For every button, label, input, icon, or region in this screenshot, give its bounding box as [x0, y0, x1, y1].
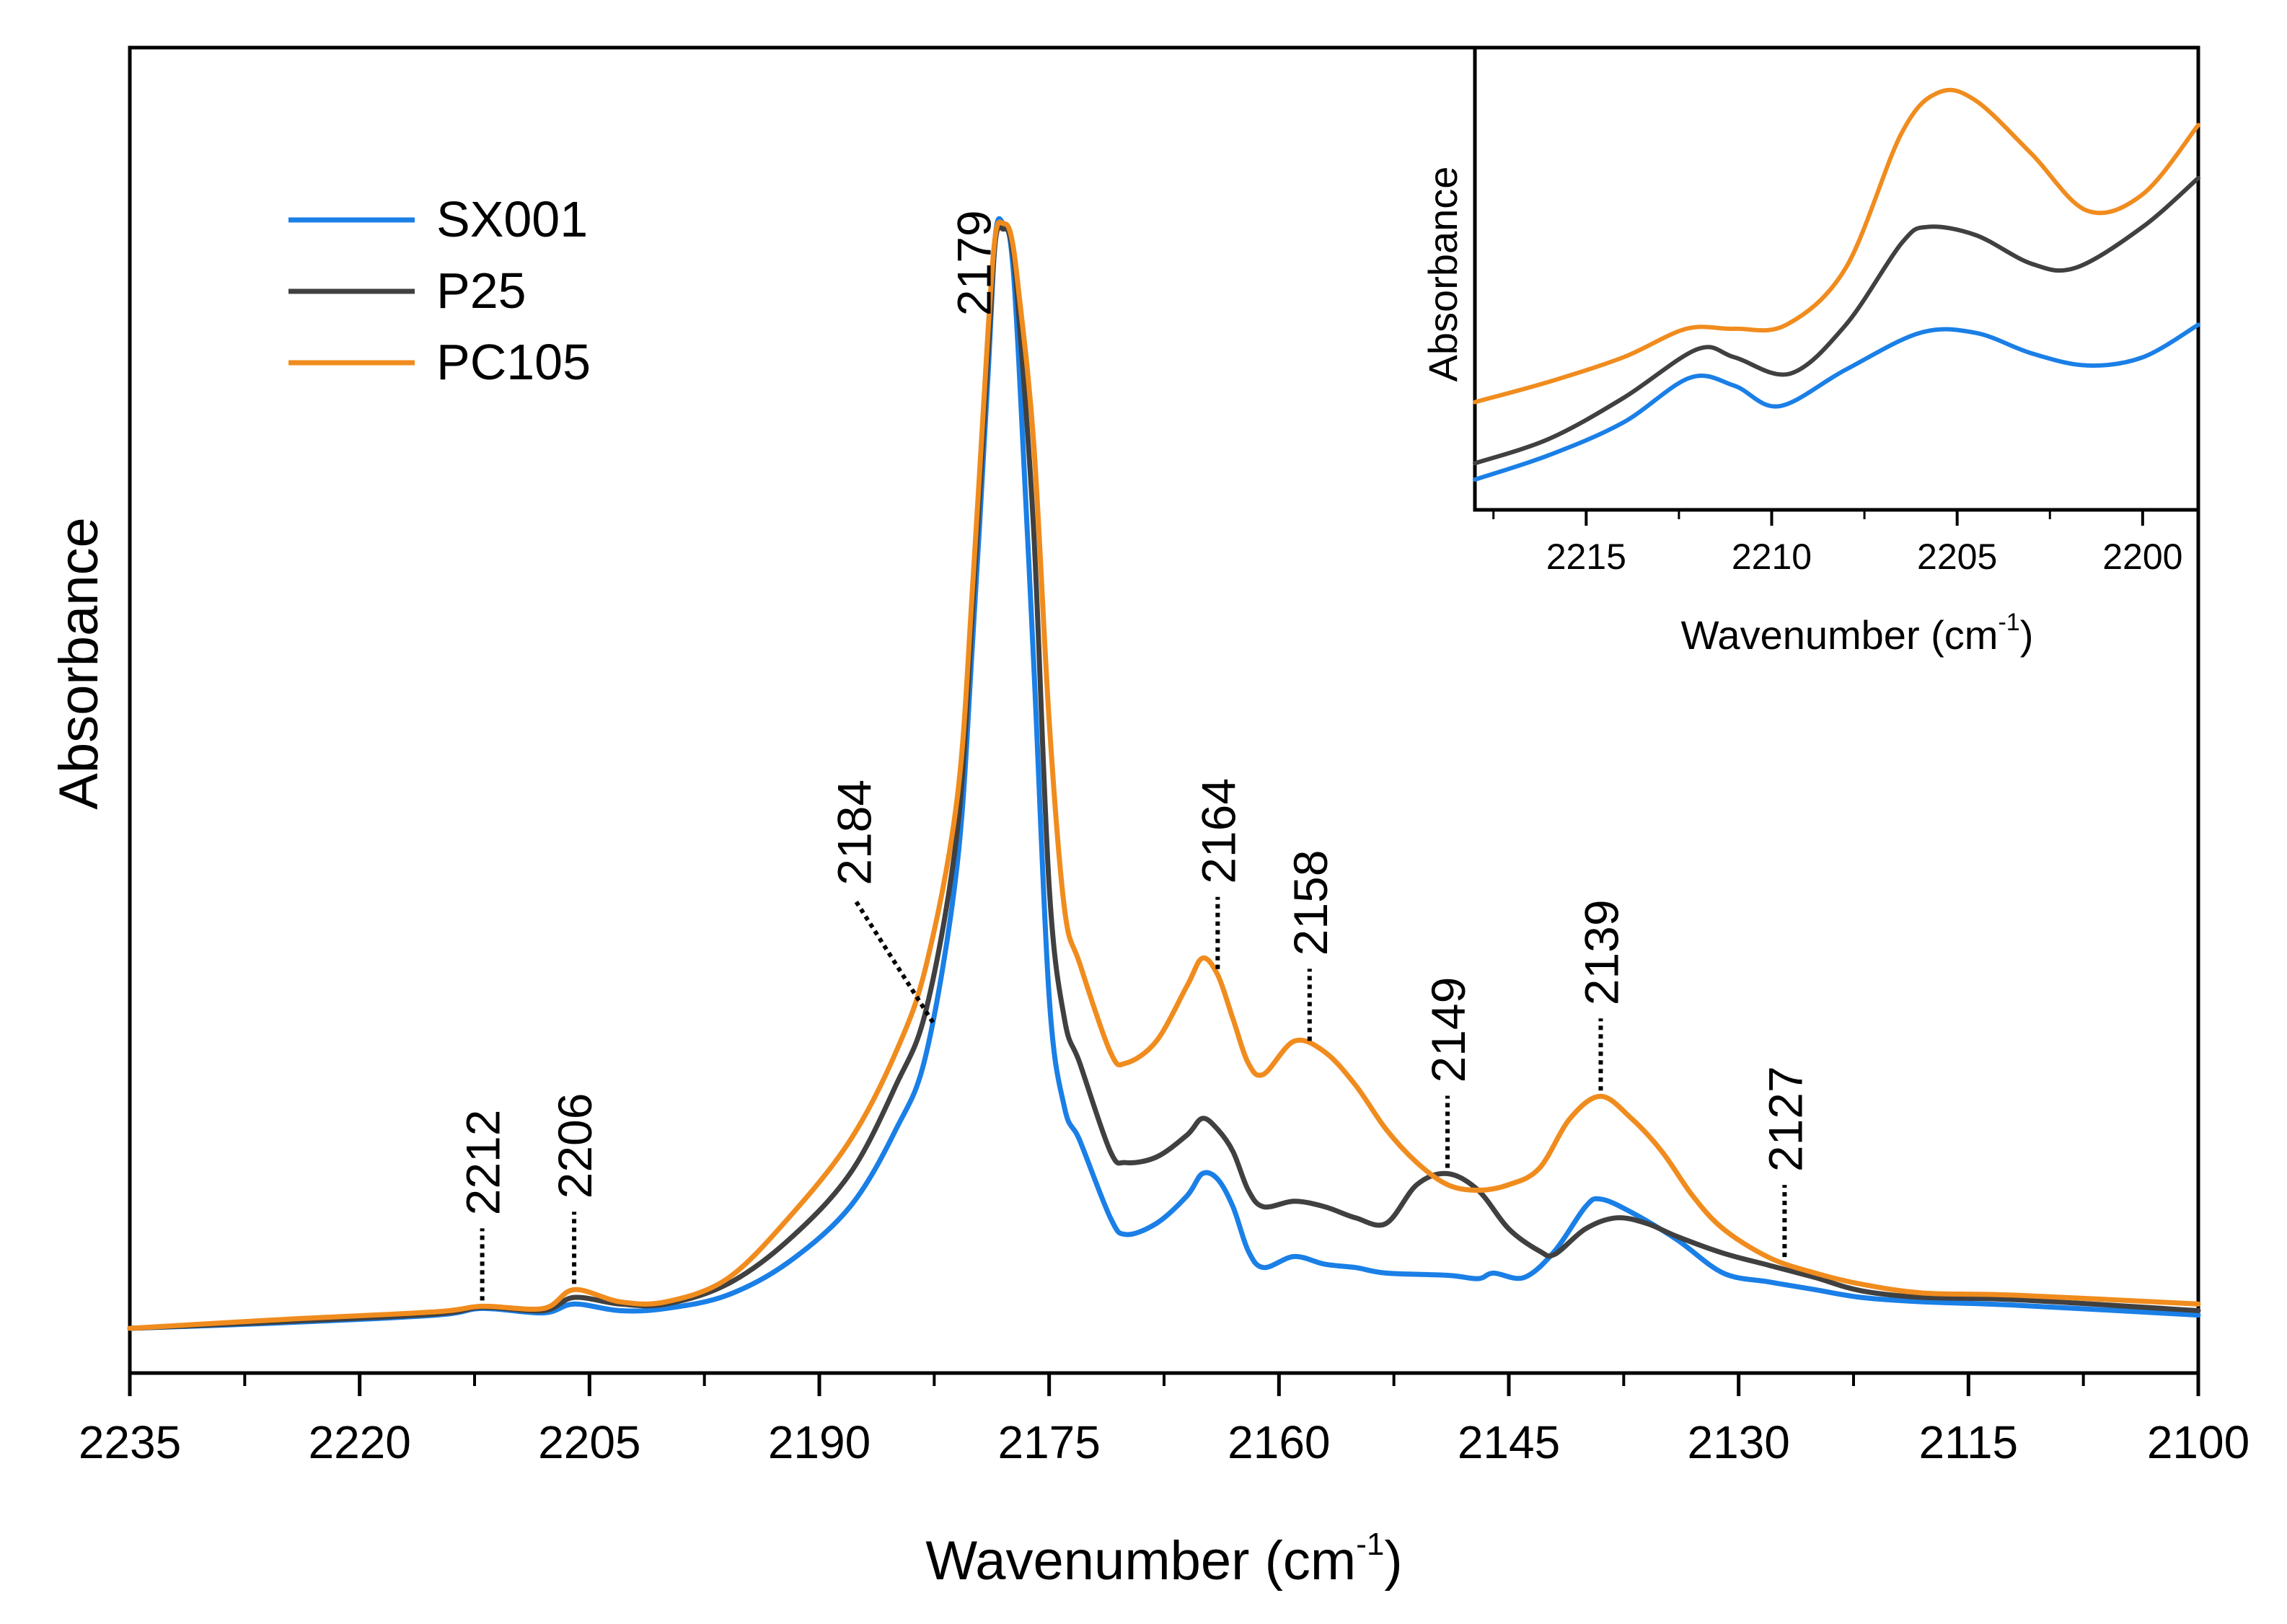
main-x-tick-label: 2205	[538, 1416, 640, 1468]
main-x-tick-label: 2100	[2147, 1416, 2249, 1468]
legend: SX001 P25 PC105	[288, 191, 591, 390]
series-line-sx001	[127, 216, 2201, 1331]
main-x-tick-label: 2175	[997, 1416, 1100, 1468]
main-x-tick-label: 2115	[1919, 1416, 2019, 1468]
main-x-tick-label: 2190	[768, 1416, 871, 1468]
inset-x-tick-label: 2205	[1917, 537, 1997, 577]
peak-label-2184: 2184	[827, 780, 881, 886]
legend-label-pc105: PC105	[436, 334, 591, 390]
main-x-tick-label: 2130	[1687, 1416, 1789, 1468]
peak-label-2164: 2164	[1191, 778, 1245, 884]
main-plot: 2235 2220 2205 2190 2175 2160 2145 2130 2115 2100…	[48, 45, 2249, 1592]
legend-label-sx001: SX001	[436, 191, 588, 247]
main-x-tick-label: 2145	[1458, 1416, 1560, 1468]
main-x-tick-label: 2220	[308, 1416, 410, 1468]
peak-label-2179: 2179	[948, 210, 1001, 316]
legend-label-p25: P25	[436, 262, 526, 319]
main-x-tick-label: 2160	[1228, 1416, 1330, 1468]
inset-y-axis-title: Absorbance	[1420, 167, 1466, 382]
series-line-pc105	[127, 219, 2201, 1331]
inset-x-tick-label: 2200	[2102, 537, 2182, 577]
inset-x-axis-title: Wavenumber (cm-1)	[1681, 609, 2034, 658]
series-line-p25	[127, 224, 2201, 1331]
peak-label-2212: 2212	[457, 1110, 510, 1216]
inset-series-group	[1473, 87, 2200, 482]
main-y-axis-title: Absorbance	[48, 517, 110, 810]
peak-label-2127: 2127	[1758, 1066, 1812, 1172]
peak-leader-2184	[852, 899, 935, 1024]
main-x-ticks: 2235 2220 2205 2190 2175 2160 2145 2130 2115 2100	[79, 1373, 2249, 1468]
peak-annotations: 2212 2206 2184 2179 2164 2158 2149 2139 2127	[457, 210, 1812, 1301]
inset-series-line-pc105	[1473, 87, 2200, 405]
peak-label-2149: 2149	[1422, 977, 1475, 1083]
main-series-group	[127, 216, 2201, 1331]
inset-x-tick-label: 2215	[1546, 537, 1626, 577]
inset-plot: 2215 2210 2205 2200 Wavenumber (cm-1) Absor…	[1420, 45, 2200, 658]
main-x-tick-label: 2235	[79, 1416, 181, 1468]
inset-series-line-sx001	[1473, 322, 2200, 482]
inset-x-ticks: 2215 2210 2205 2200	[1492, 510, 2182, 577]
peak-label-2139: 2139	[1574, 899, 1628, 1005]
inset-x-tick-label: 2210	[1732, 537, 1812, 577]
peak-label-2158: 2158	[1284, 850, 1337, 956]
main-x-axis-title: Wavenumber (cm-1)	[925, 1527, 1402, 1592]
inset-series-line-p25	[1473, 175, 2200, 466]
peak-label-2206: 2206	[548, 1093, 602, 1199]
